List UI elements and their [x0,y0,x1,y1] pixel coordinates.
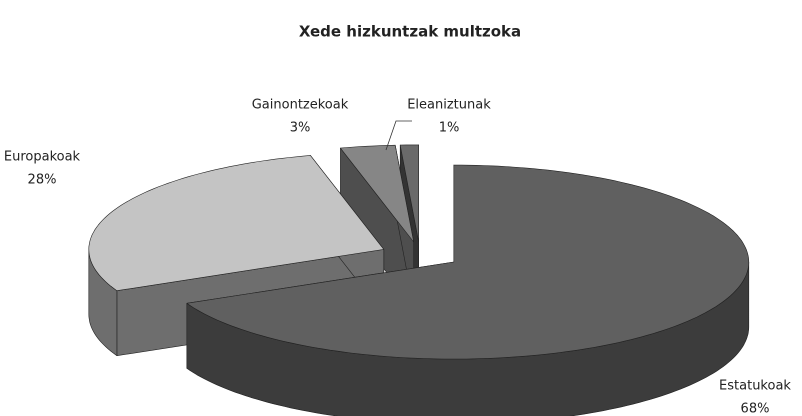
slice-value-label: 3% [290,121,311,136]
slice-top [399,144,419,243]
slice-value-label: 1% [439,121,460,136]
slice-label: Gainontzekoak [252,98,349,113]
slice [186,164,750,416]
pie [88,144,750,416]
slice-top [186,164,750,360]
slice-label: Estatukoak [719,379,791,394]
slice-value-label: 28% [28,173,57,188]
slice-top [340,144,414,243]
slice-value-label: 68% [741,402,770,416]
slice-label: Eleaniztunak [407,98,491,113]
leader-line [385,120,412,151]
chart-title: Xede hizkuntzak multzoka [299,23,521,41]
slice-top [88,155,385,291]
slice [340,144,414,308]
slice-label: Europakoak [4,150,81,165]
